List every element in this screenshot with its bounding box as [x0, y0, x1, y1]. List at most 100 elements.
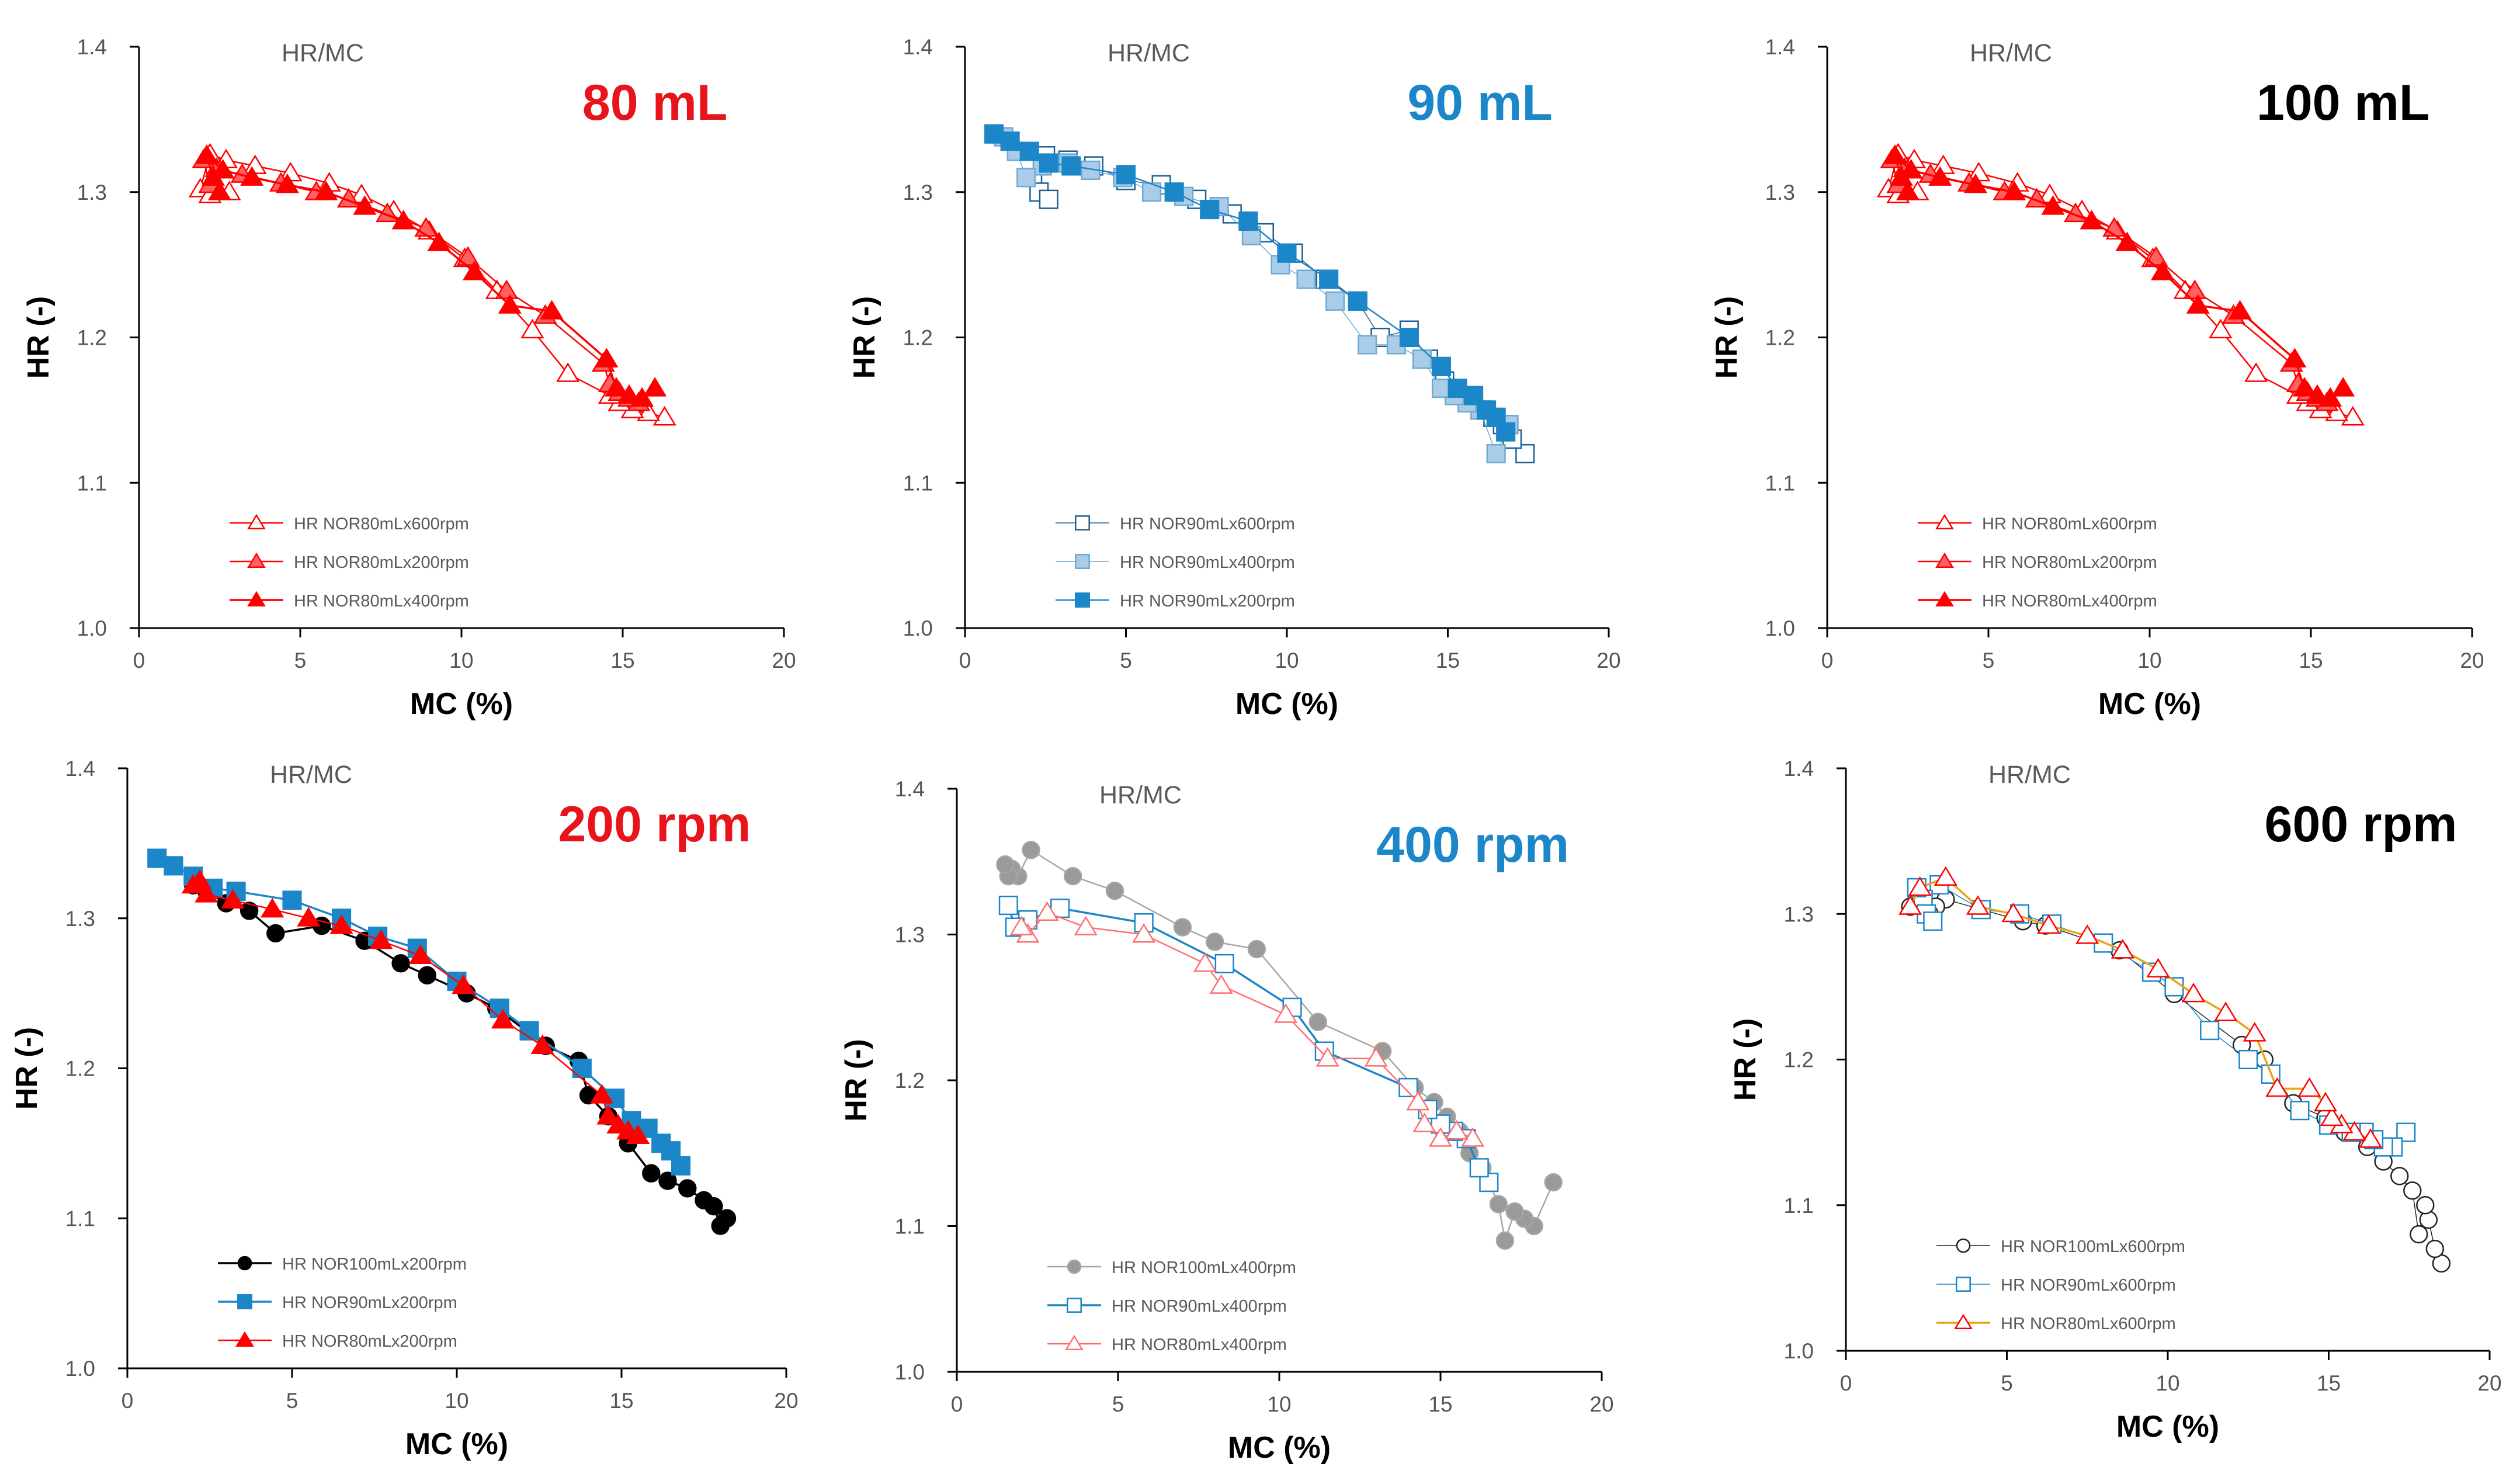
data-point	[2111, 939, 2134, 959]
data-point	[596, 1105, 620, 1125]
data-point	[1173, 918, 1192, 937]
data-point	[221, 889, 245, 909]
chart-title: 90 mL	[1407, 75, 1553, 131]
data-point	[2403, 1181, 2422, 1200]
data-point	[572, 1058, 592, 1079]
y-tick-label: 1.2	[1765, 326, 1795, 350]
x-tick-label: 20	[1589, 1392, 1613, 1416]
data-point	[2075, 924, 2099, 944]
data-point	[1899, 159, 1923, 179]
y-tick-label: 1.2	[65, 1057, 95, 1081]
data-point	[1358, 335, 1377, 355]
data-point	[2243, 1022, 2266, 1042]
data-point	[2080, 210, 2104, 230]
chart-subtitle: HR/MC	[1988, 761, 2071, 789]
data-point	[1200, 200, 1220, 220]
series-line	[1032, 155, 1526, 454]
y-axis-label: HR (-)	[10, 1027, 44, 1110]
data-point	[1039, 189, 1058, 209]
series-2	[994, 127, 1519, 464]
data-point	[1399, 327, 1419, 348]
y-tick-label: 1.0	[895, 1360, 925, 1384]
data-point	[1116, 165, 1136, 185]
data-point	[1315, 1047, 1339, 1067]
data-point	[2001, 902, 2025, 923]
data-point	[1461, 1127, 1485, 1147]
legend-marker	[237, 1294, 252, 1309]
data-point	[671, 1156, 691, 1176]
data-point	[2265, 1077, 2289, 1097]
legend-label: HR NOR80mLx400rpm	[1112, 1336, 1287, 1354]
x-tick-label: 20	[2460, 649, 2484, 672]
data-point	[391, 210, 415, 230]
legend-marker	[1956, 1238, 1971, 1253]
y-tick-label: 1.2	[77, 326, 107, 350]
data-point	[1489, 1195, 1508, 1214]
data-point	[2200, 1021, 2220, 1041]
data-point	[1889, 166, 1914, 186]
data-point	[2292, 377, 2317, 397]
data-point	[297, 907, 321, 927]
x-tick-label: 20	[774, 1389, 798, 1413]
legend: HR NOR100mLx200rpm HR NOR90mLx200rpm HR NO…	[218, 1255, 467, 1351]
x-axis-label: MC (%)	[2116, 1410, 2219, 1444]
legend-marker	[247, 514, 266, 529]
series-2	[147, 848, 691, 1176]
series-3	[181, 869, 650, 1145]
legend-label: HR NOR100mLx200rpm	[282, 1255, 467, 1274]
data-point	[2425, 1239, 2445, 1258]
legend-marker	[237, 1256, 252, 1271]
data-point	[1923, 911, 1943, 931]
data-point	[540, 300, 564, 320]
data-point	[188, 869, 212, 889]
y-tick-label: 1.3	[77, 181, 107, 204]
series-3	[1898, 866, 2383, 1148]
chart-title: 80 mL	[582, 75, 728, 131]
data-point	[1505, 1202, 1524, 1221]
legend: HR NOR90mLx600rpm HR NOR90mLx400rpm HR NOR…	[1056, 515, 1295, 611]
y-tick-label: 1.0	[77, 616, 107, 640]
data-point	[2186, 294, 2210, 314]
y-tick-label: 1.4	[895, 777, 925, 801]
x-tick-label: 15	[2317, 1371, 2341, 1395]
legend-label: HR NOR80mLx200rpm	[282, 1332, 457, 1351]
data-point	[1193, 952, 1217, 972]
chart-title: 600 rpm	[2265, 796, 2457, 852]
chart-subtitle: HR/MC	[270, 761, 352, 789]
y-tick-label: 1.2	[903, 326, 933, 350]
data-point	[2290, 1101, 2310, 1121]
x-tick-label: 20	[1596, 649, 1620, 672]
x-tick-label: 0	[122, 1389, 134, 1413]
data-point	[1016, 168, 1036, 188]
data-point	[1035, 901, 1059, 921]
series-3	[195, 144, 667, 407]
x-tick-label: 20	[772, 649, 796, 672]
series-line	[1894, 154, 2344, 400]
series-3	[1009, 901, 1485, 1147]
series-3	[984, 124, 1516, 442]
y-axis-label: HR (-)	[848, 296, 881, 379]
legend-label: HR NOR90mLx400rpm	[1112, 1297, 1287, 1316]
y-tick-label: 1.1	[1784, 1194, 1814, 1218]
data-point	[556, 362, 580, 382]
data-point	[1205, 932, 1224, 951]
data-point	[595, 348, 619, 367]
data-point	[1164, 182, 1184, 202]
chart-panel-4: 1.0 1.1 1.2 1.3 1.4 0 5 10 15 20 MC (%) HR (-) HR/MC…	[10, 757, 799, 1461]
series-1	[184, 876, 737, 1235]
legend-label: HR NOR90mLx200rpm	[282, 1294, 457, 1312]
chart-panel-6: 1.0 1.1 1.2 1.3 1.4 0 5 10 15 20 MC (%) HR (-) HR/MC…	[1728, 757, 2502, 1444]
data-point	[239, 902, 259, 920]
series-1	[1876, 143, 2365, 426]
series-line	[1021, 911, 1473, 1140]
data-point	[1247, 939, 1266, 959]
data-point	[491, 1008, 515, 1029]
legend-label: HR NOR100mLx600rpm	[2001, 1237, 2185, 1256]
series-line	[1910, 899, 2442, 1264]
y-tick-label: 1.1	[77, 471, 107, 495]
chart-subtitle: HR/MC	[1970, 39, 2052, 67]
series-1	[996, 841, 1563, 1250]
x-tick-label: 5	[1983, 649, 1995, 672]
chart-subtitle: HR/MC	[1108, 39, 1190, 67]
